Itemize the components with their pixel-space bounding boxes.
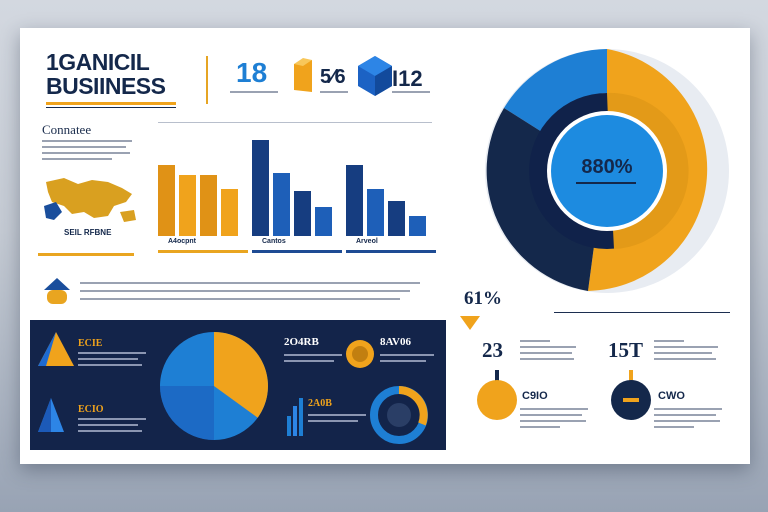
- donut-center-value: 880%: [581, 156, 633, 178]
- stat-caption-1: [230, 91, 280, 93]
- panel-label-right-top: 2O4RB: [284, 336, 319, 348]
- bomb-icon-gold: [477, 370, 517, 420]
- bar-1-1: [273, 173, 290, 236]
- stat-caption-3: [392, 91, 432, 93]
- panel-text-right-bottom: [308, 414, 368, 422]
- bar-group-stripe-2: [346, 250, 436, 253]
- bar-group-label-1: Cantos: [262, 238, 286, 245]
- cone-icon-blue: [38, 398, 64, 432]
- bar-group-label-2: Arveol: [356, 238, 378, 245]
- bar-0-1: [179, 175, 196, 236]
- panel-label-bottom: ECIO: [78, 404, 104, 415]
- right-right-desc: CWO: [658, 390, 685, 402]
- stat-caption-2: [320, 91, 350, 93]
- stat-value-3: I12: [392, 66, 423, 91]
- bar-group-stripe-1: [252, 250, 342, 253]
- chart-gridlines: [158, 122, 432, 123]
- bar-1-2: [294, 191, 311, 236]
- bar-group-label-0: A4ocpnt: [168, 238, 196, 245]
- house-icon: [44, 278, 70, 304]
- map-accent-stripe: [38, 253, 134, 256]
- world-map-icon: [44, 178, 136, 222]
- dark-stats-panel: ECIE ECIO 2O4RB 8AV0: [30, 320, 446, 450]
- bar-chart-labels: A4ocpnt Cantos Arveol: [158, 238, 436, 268]
- bar-group-stripe-0: [158, 250, 248, 253]
- panel-label-right-bottom: 2A0B: [308, 398, 332, 409]
- middle-text-block: [80, 282, 420, 300]
- cube-icon-gold: [294, 58, 312, 92]
- right-left-desc: C9IO: [522, 390, 548, 402]
- bar-0-2: [200, 175, 217, 236]
- panel-text-right-mid: [380, 354, 436, 362]
- panel-pie-chart: [160, 332, 268, 440]
- cube-icon-blue: [358, 56, 392, 96]
- donut-center-caption: [576, 182, 638, 184]
- stat-value-1: 18: [236, 57, 268, 88]
- bar-2-2: [388, 201, 405, 236]
- bar-2-0: [346, 165, 363, 236]
- bar-chart: [158, 138, 432, 236]
- stat-value-2: 5⁄6: [320, 66, 346, 88]
- mini-bar-icon: [287, 398, 303, 436]
- right-right-desc-text: [654, 408, 724, 428]
- bar-0-0: [158, 165, 175, 236]
- page-title-line1: 1GANICIL: [46, 49, 150, 75]
- page-title-line2: BUSIINESS: [46, 73, 166, 99]
- panel-ring-chart: [370, 386, 428, 444]
- right-percent-value: 61%: [464, 288, 502, 309]
- infographic-sheet: 1GANICIL BUSIINESS 18 5⁄6 I12 Connatee S…: [20, 28, 750, 464]
- header-divider: [206, 56, 208, 104]
- title-accent-rule: [46, 102, 176, 105]
- right-left-text: [520, 340, 578, 360]
- section-text-left: [42, 140, 134, 160]
- right-right-text: [654, 340, 720, 360]
- panel-text-top: [78, 352, 148, 366]
- right-divider: [554, 312, 730, 313]
- right-left-desc-text: [520, 408, 590, 428]
- panel-label-right-mid: 8AV06: [380, 336, 411, 348]
- coin-icon: [346, 340, 374, 368]
- title-underline: [46, 107, 176, 108]
- donut-chart: [485, 49, 729, 293]
- bar-2-3: [409, 216, 426, 236]
- bomb-icon-navy: [611, 370, 651, 420]
- panel-text-bottom: [78, 418, 148, 432]
- bar-2-1: [367, 189, 384, 236]
- panel-text-right-top: [284, 354, 344, 362]
- bar-1-0: [252, 140, 269, 236]
- right-left-value: 23: [482, 338, 503, 362]
- down-arrow-icon: [460, 316, 480, 330]
- panel-label-top: ECIE: [78, 338, 103, 349]
- prism-icon-gold: [38, 332, 74, 366]
- bar-1-3: [315, 207, 332, 236]
- right-right-value: 15T: [608, 338, 644, 362]
- map-caption: SEIL RFBNE: [64, 228, 112, 237]
- section-title-left: Connatee: [42, 122, 92, 137]
- bar-0-3: [221, 189, 238, 236]
